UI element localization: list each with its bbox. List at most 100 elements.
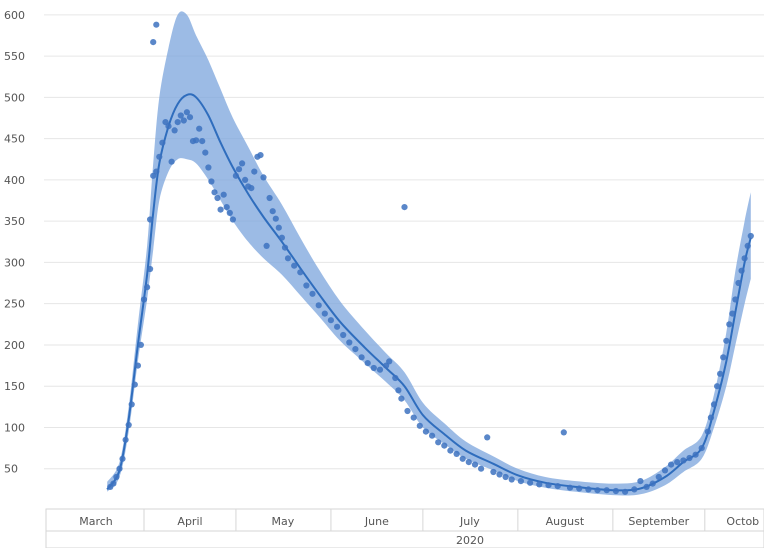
x-tick-label-september: September <box>628 515 689 528</box>
data-point-133 <box>726 321 733 328</box>
data-point-112 <box>612 487 620 495</box>
year-axis-row <box>45 530 764 548</box>
data-point-136 <box>735 279 742 287</box>
x-tick-label-august: August <box>546 515 585 528</box>
y-tick-label-600: 600 <box>4 9 25 22</box>
data-point-132 <box>723 337 730 344</box>
data-point-122 <box>680 457 687 464</box>
data-point-12 <box>144 284 151 291</box>
data-point-71 <box>346 339 353 346</box>
data-point-92 <box>459 455 466 462</box>
data-point-1 <box>110 480 117 487</box>
data-point-54 <box>263 242 270 249</box>
data-point-91 <box>453 450 460 457</box>
data-point-126 <box>704 428 712 435</box>
data-point-114 <box>631 486 638 493</box>
data-point-19 <box>156 153 163 160</box>
data-point-94 <box>471 461 479 468</box>
y-tick-label-350: 350 <box>4 215 25 228</box>
data-point-113 <box>622 488 629 495</box>
data-point-10 <box>137 341 144 348</box>
data-point-39 <box>217 206 224 213</box>
data-point-65 <box>309 290 316 297</box>
data-point-80 <box>395 387 402 394</box>
data-point-63 <box>297 269 304 276</box>
data-point-22 <box>165 123 172 130</box>
data-point-3 <box>116 465 123 472</box>
data-point-116 <box>643 483 650 490</box>
data-point-7 <box>128 401 135 408</box>
data-point-6 <box>125 421 132 429</box>
x-tick-label-march: March <box>79 515 113 528</box>
data-point-56 <box>269 208 276 215</box>
data-point-43 <box>229 216 236 223</box>
data-point-104 <box>545 482 552 489</box>
data-point-44 <box>232 172 239 179</box>
data-point-72 <box>352 346 359 353</box>
data-point-129 <box>714 383 721 390</box>
data-point-121 <box>674 459 681 466</box>
data-point-8 <box>131 381 138 388</box>
data-point-25 <box>174 119 181 126</box>
data-point-125 <box>698 445 705 452</box>
data-point-46 <box>239 160 246 167</box>
data-point-67 <box>321 310 328 317</box>
data-point-107 <box>566 484 574 491</box>
month-cells: March April May June July August September Octo… <box>79 509 759 531</box>
y-tick-label-150: 150 <box>4 380 25 393</box>
data-point-20 <box>159 139 166 146</box>
data-point-24 <box>171 127 178 134</box>
y-tick-label-100: 100 <box>4 421 25 434</box>
y-tick-label-50: 50 <box>4 463 18 476</box>
data-point-96 <box>484 434 491 441</box>
data-point-123 <box>686 454 693 462</box>
data-point-127 <box>707 414 715 421</box>
data-point-27 <box>180 117 187 124</box>
data-point-37 <box>211 189 218 196</box>
x-tick-label-octob: Octob <box>726 515 759 528</box>
data-point-32 <box>196 125 203 132</box>
data-point-124 <box>692 451 699 458</box>
y-tick-label-500: 500 <box>4 91 25 104</box>
data-point-84 <box>410 414 417 421</box>
data-point-66 <box>315 302 322 309</box>
confidence-band-layer <box>107 11 751 496</box>
data-point-117 <box>649 480 656 487</box>
data-point-35 <box>205 164 212 171</box>
data-point-85 <box>416 422 423 429</box>
data-point-105 <box>554 483 561 490</box>
data-point-83 <box>404 407 411 415</box>
data-point-106 <box>560 429 567 436</box>
data-point-128 <box>710 401 718 408</box>
data-point-73 <box>358 354 365 361</box>
x-tick-label-april: April <box>177 515 202 528</box>
data-point-110 <box>594 487 601 494</box>
data-point-36 <box>208 178 215 185</box>
y-tick-label-200: 200 <box>4 339 25 352</box>
data-point-70 <box>340 331 347 339</box>
data-point-11 <box>140 296 148 303</box>
data-point-140 <box>747 232 754 240</box>
data-point-130 <box>717 370 724 377</box>
data-point-109 <box>585 486 592 493</box>
data-point-78 <box>386 358 393 365</box>
data-point-34 <box>202 149 209 156</box>
data-point-62 <box>291 262 298 269</box>
data-point-18 <box>153 168 160 175</box>
y-tick-label-550: 550 <box>4 50 25 63</box>
data-point-120 <box>668 461 675 468</box>
data-point-64 <box>303 282 310 289</box>
data-point-97 <box>490 468 497 476</box>
data-point-31 <box>193 137 200 144</box>
data-point-29 <box>186 114 194 121</box>
data-point-69 <box>334 323 341 330</box>
data-point-90 <box>447 447 454 454</box>
data-point-49 <box>248 185 255 192</box>
scatter-points <box>107 21 754 495</box>
data-point-68 <box>327 317 334 324</box>
confidence-band <box>107 11 751 496</box>
data-point-9 <box>134 362 141 369</box>
y-axis-ticks: 50 100 150 200 250 300 350 400 450 500 550 600 <box>4 9 25 476</box>
y-tick-label-300: 300 <box>4 256 25 269</box>
